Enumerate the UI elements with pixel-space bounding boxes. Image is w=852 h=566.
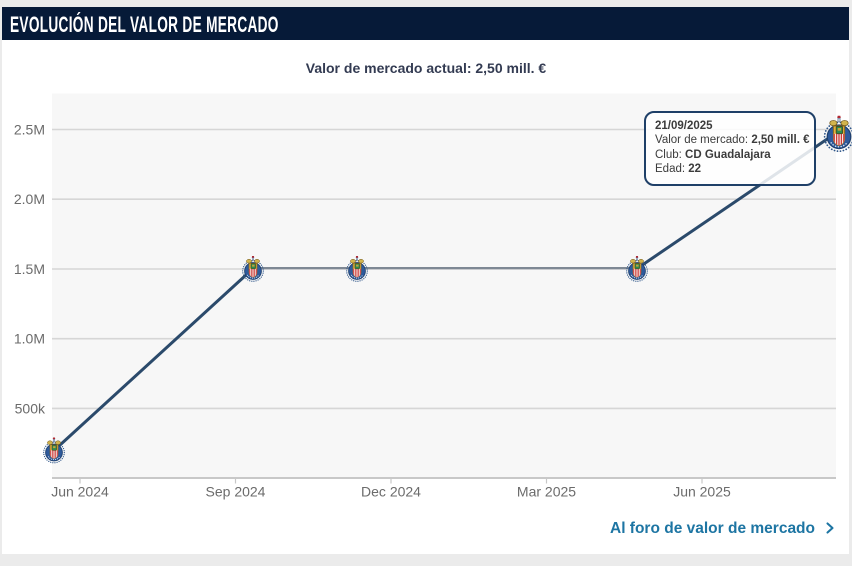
svg-text:2.0M: 2.0M (14, 191, 45, 207)
svg-text:Dec 2024: Dec 2024 (361, 484, 421, 500)
svg-text:1.0M: 1.0M (14, 331, 45, 347)
svg-text:Jun 2025: Jun 2025 (673, 484, 731, 500)
svg-text:Mar 2025: Mar 2025 (517, 484, 576, 500)
svg-text:Sep 2024: Sep 2024 (206, 484, 266, 500)
svg-text:Jun 2024: Jun 2024 (51, 484, 109, 500)
svg-text:500k: 500k (15, 400, 46, 416)
svg-text:1.5M: 1.5M (14, 261, 45, 277)
svg-text:2.5M: 2.5M (14, 122, 45, 138)
